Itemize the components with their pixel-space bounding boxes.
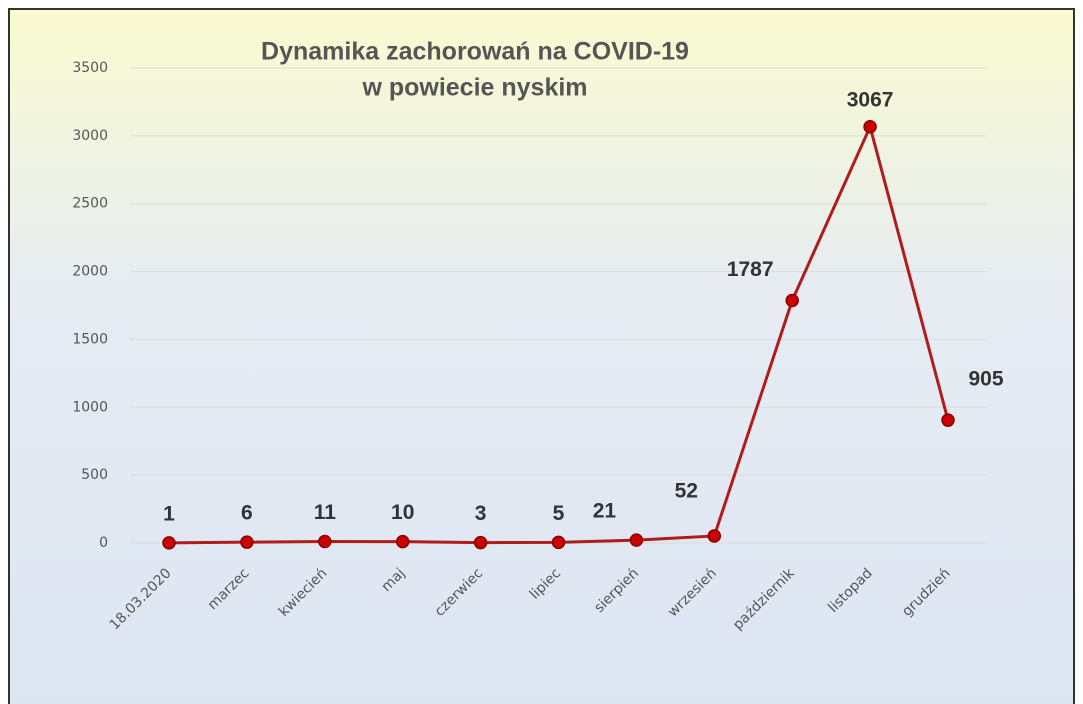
- data-label: 3: [475, 502, 487, 525]
- data-point: [318, 534, 332, 549]
- data-label: 11: [314, 501, 337, 524]
- data-label: 5: [553, 502, 565, 525]
- y-tick-label: 3500: [72, 60, 108, 76]
- data-label: 6: [241, 502, 253, 525]
- data-label: 10: [391, 501, 414, 524]
- y-tick-label: 3000: [72, 128, 108, 144]
- data-label: 1787: [727, 258, 774, 281]
- data-label: 1: [163, 502, 175, 525]
- y-tick-label: 2500: [72, 196, 108, 212]
- data-label: 52: [675, 479, 698, 502]
- data-point: [707, 529, 722, 543]
- data-label: 905: [968, 368, 1003, 391]
- data-point: [162, 536, 176, 550]
- data-point: [629, 533, 644, 547]
- chart-title: w powiecie nyskim: [361, 74, 587, 102]
- data-point: [863, 120, 877, 134]
- data-point: [395, 534, 410, 549]
- data-point: [473, 535, 488, 550]
- chart-frame: [8, 8, 1075, 704]
- data-label: 21: [593, 500, 617, 523]
- y-tick-label: 2000: [72, 264, 108, 280]
- y-tick-label: 1000: [72, 399, 108, 415]
- y-tick-label: 1500: [72, 331, 108, 347]
- data-point: [240, 535, 254, 549]
- chart-title: Dynamika zachorowań na COVID-19: [261, 38, 689, 66]
- data-point: [785, 293, 799, 308]
- data-label: 3067: [847, 88, 894, 111]
- data-point: [941, 413, 955, 427]
- y-tick-label: 500: [81, 467, 108, 483]
- y-tick-label: 0: [99, 535, 108, 551]
- data-point: [551, 535, 566, 550]
